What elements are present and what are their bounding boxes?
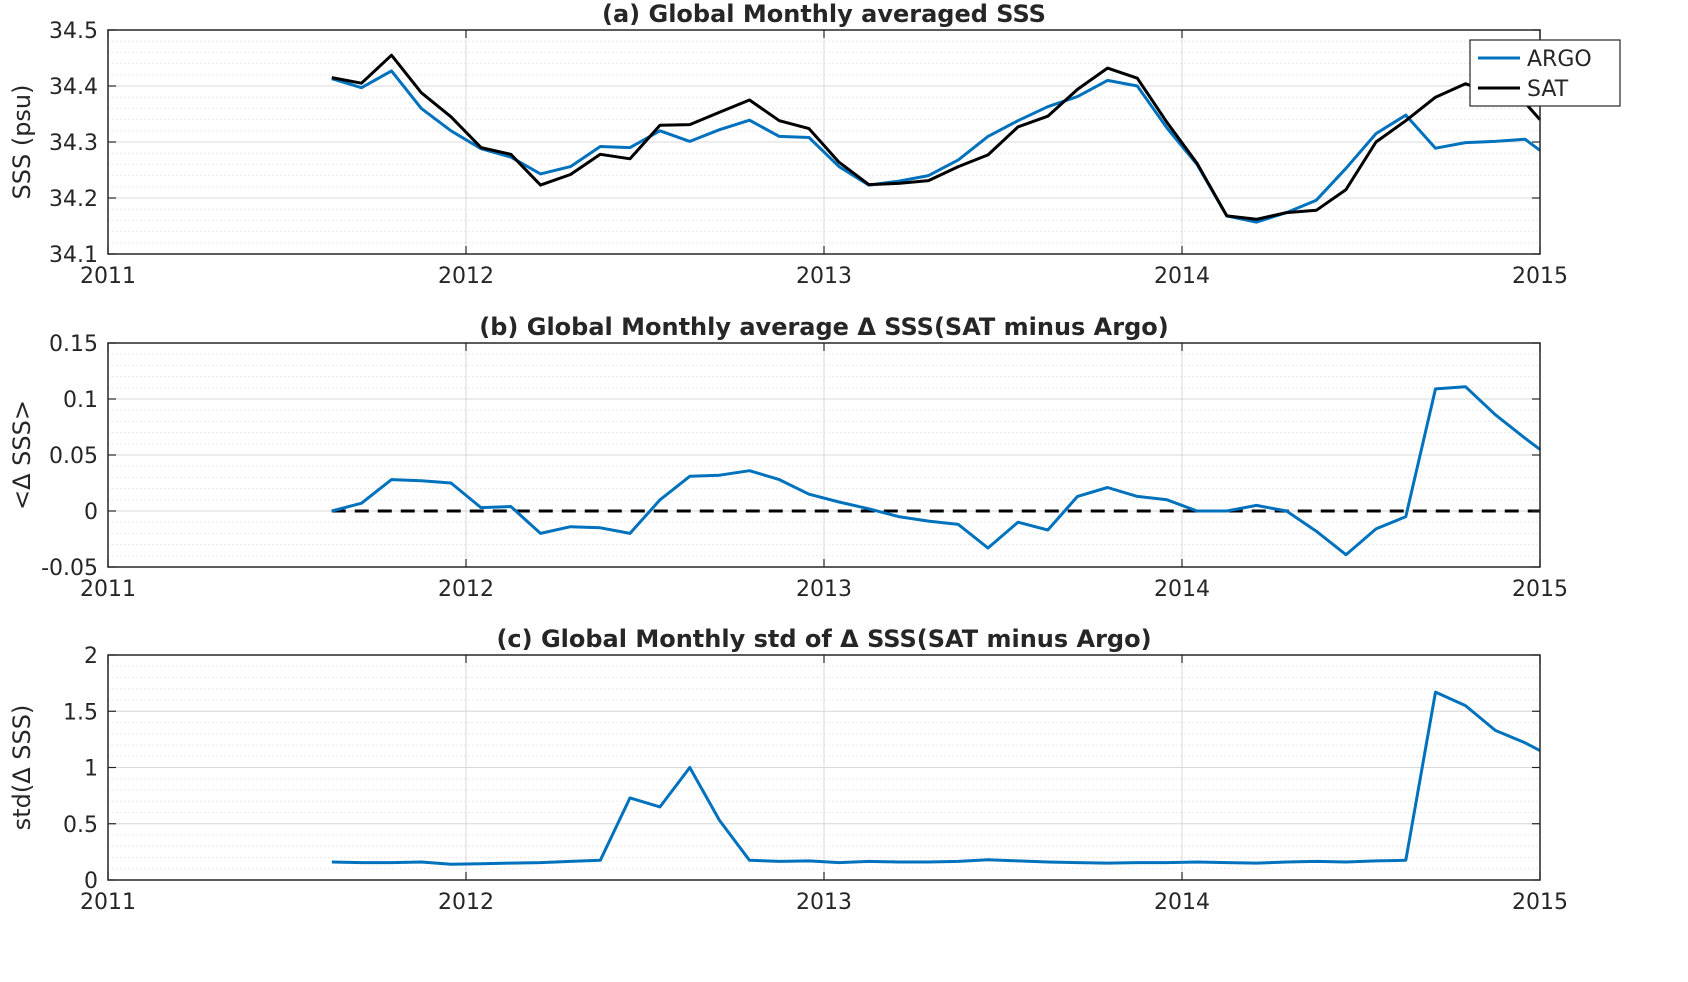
chart-title: (a) Global Monthly averaged SSS bbox=[602, 0, 1046, 28]
tick-labels: -0.05 0 0.05 0.1 0.15 2011 2012 2013 2014 2015 bbox=[41, 332, 1568, 602]
legend: ARGO SAT bbox=[1469, 39, 1621, 107]
series-layer bbox=[331, 385, 1541, 557]
x-tick-label: 2012 bbox=[438, 577, 494, 602]
x-tick-label: 2012 bbox=[438, 890, 494, 915]
chart-title: (c) Global Monthly std of Δ SSS(SAT minu… bbox=[496, 625, 1151, 653]
x-tick-label: 2015 bbox=[1512, 577, 1568, 602]
x-tick-label: 2013 bbox=[796, 890, 852, 915]
y-tick-label: 34.3 bbox=[49, 131, 98, 156]
grid bbox=[107, 654, 1541, 881]
y-axis-label: std(Δ SSS) bbox=[8, 705, 36, 831]
grid bbox=[107, 29, 1541, 255]
grid bbox=[107, 342, 1541, 568]
y-tick-label: 2 bbox=[84, 644, 98, 669]
y-axis-label: <Δ SSS> bbox=[8, 400, 36, 510]
x-tick-label: 2015 bbox=[1512, 264, 1568, 289]
x-tick-label: 2013 bbox=[796, 577, 852, 602]
tick-labels: 34.1 34.2 34.3 34.4 34.5 2011 2012 2013 2014 2015 bbox=[49, 19, 1568, 289]
series-line-argo bbox=[331, 69, 1541, 224]
x-tick-label: 2011 bbox=[80, 890, 136, 915]
tick-labels: 0 0.5 1 1.5 2 2011 2012 2013 2014 2015 bbox=[63, 644, 1568, 915]
y-tick-label: 0.5 bbox=[63, 813, 98, 838]
panel-a: 34.1 34.2 34.3 34.4 34.5 2011 2012 2013 2014 2015… bbox=[8, 0, 1621, 289]
y-tick-label: 34.1 bbox=[49, 243, 98, 268]
y-tick-label: -0.05 bbox=[41, 556, 98, 581]
series-line-sat bbox=[331, 53, 1542, 221]
series-line bbox=[331, 385, 1541, 557]
legend-label-argo: ARGO bbox=[1527, 47, 1592, 72]
legend-label-sat: SAT bbox=[1527, 77, 1569, 102]
series-layer bbox=[331, 690, 1541, 866]
y-tick-label: 1.5 bbox=[63, 700, 98, 725]
y-tick-label: 34.2 bbox=[49, 187, 98, 212]
legend-box bbox=[1469, 39, 1621, 107]
y-tick-label: 0 bbox=[84, 500, 98, 525]
y-tick-label: 1 bbox=[84, 757, 98, 782]
y-tick-label: 0.05 bbox=[49, 444, 98, 469]
x-tick-label: 2013 bbox=[796, 264, 852, 289]
x-tick-label: 2011 bbox=[80, 577, 136, 602]
x-tick-label: 2014 bbox=[1154, 264, 1210, 289]
x-tick-label: 2011 bbox=[80, 264, 136, 289]
panel-b: -0.05 0 0.05 0.1 0.15 2011 2012 2013 2014 2015 (b… bbox=[8, 313, 1568, 602]
series-layer bbox=[331, 53, 1542, 224]
series-line bbox=[331, 690, 1541, 866]
y-tick-label: 34.5 bbox=[49, 19, 98, 44]
y-tick-label: 0.15 bbox=[49, 332, 98, 357]
y-tick-label: 0 bbox=[84, 869, 98, 894]
x-tick-label: 2012 bbox=[438, 264, 494, 289]
x-tick-label: 2014 bbox=[1154, 890, 1210, 915]
y-tick-label: 0.1 bbox=[63, 388, 98, 413]
chart-title: (b) Global Monthly average Δ SSS(SAT min… bbox=[479, 313, 1168, 341]
x-tick-label: 2015 bbox=[1512, 890, 1568, 915]
y-tick-label: 34.4 bbox=[49, 75, 98, 100]
x-tick-label: 2014 bbox=[1154, 577, 1210, 602]
y-axis-label: SSS (psu) bbox=[8, 84, 36, 199]
panel-c: 0 0.5 1 1.5 2 2011 2012 2013 2014 2015 (c) Global… bbox=[8, 625, 1568, 915]
